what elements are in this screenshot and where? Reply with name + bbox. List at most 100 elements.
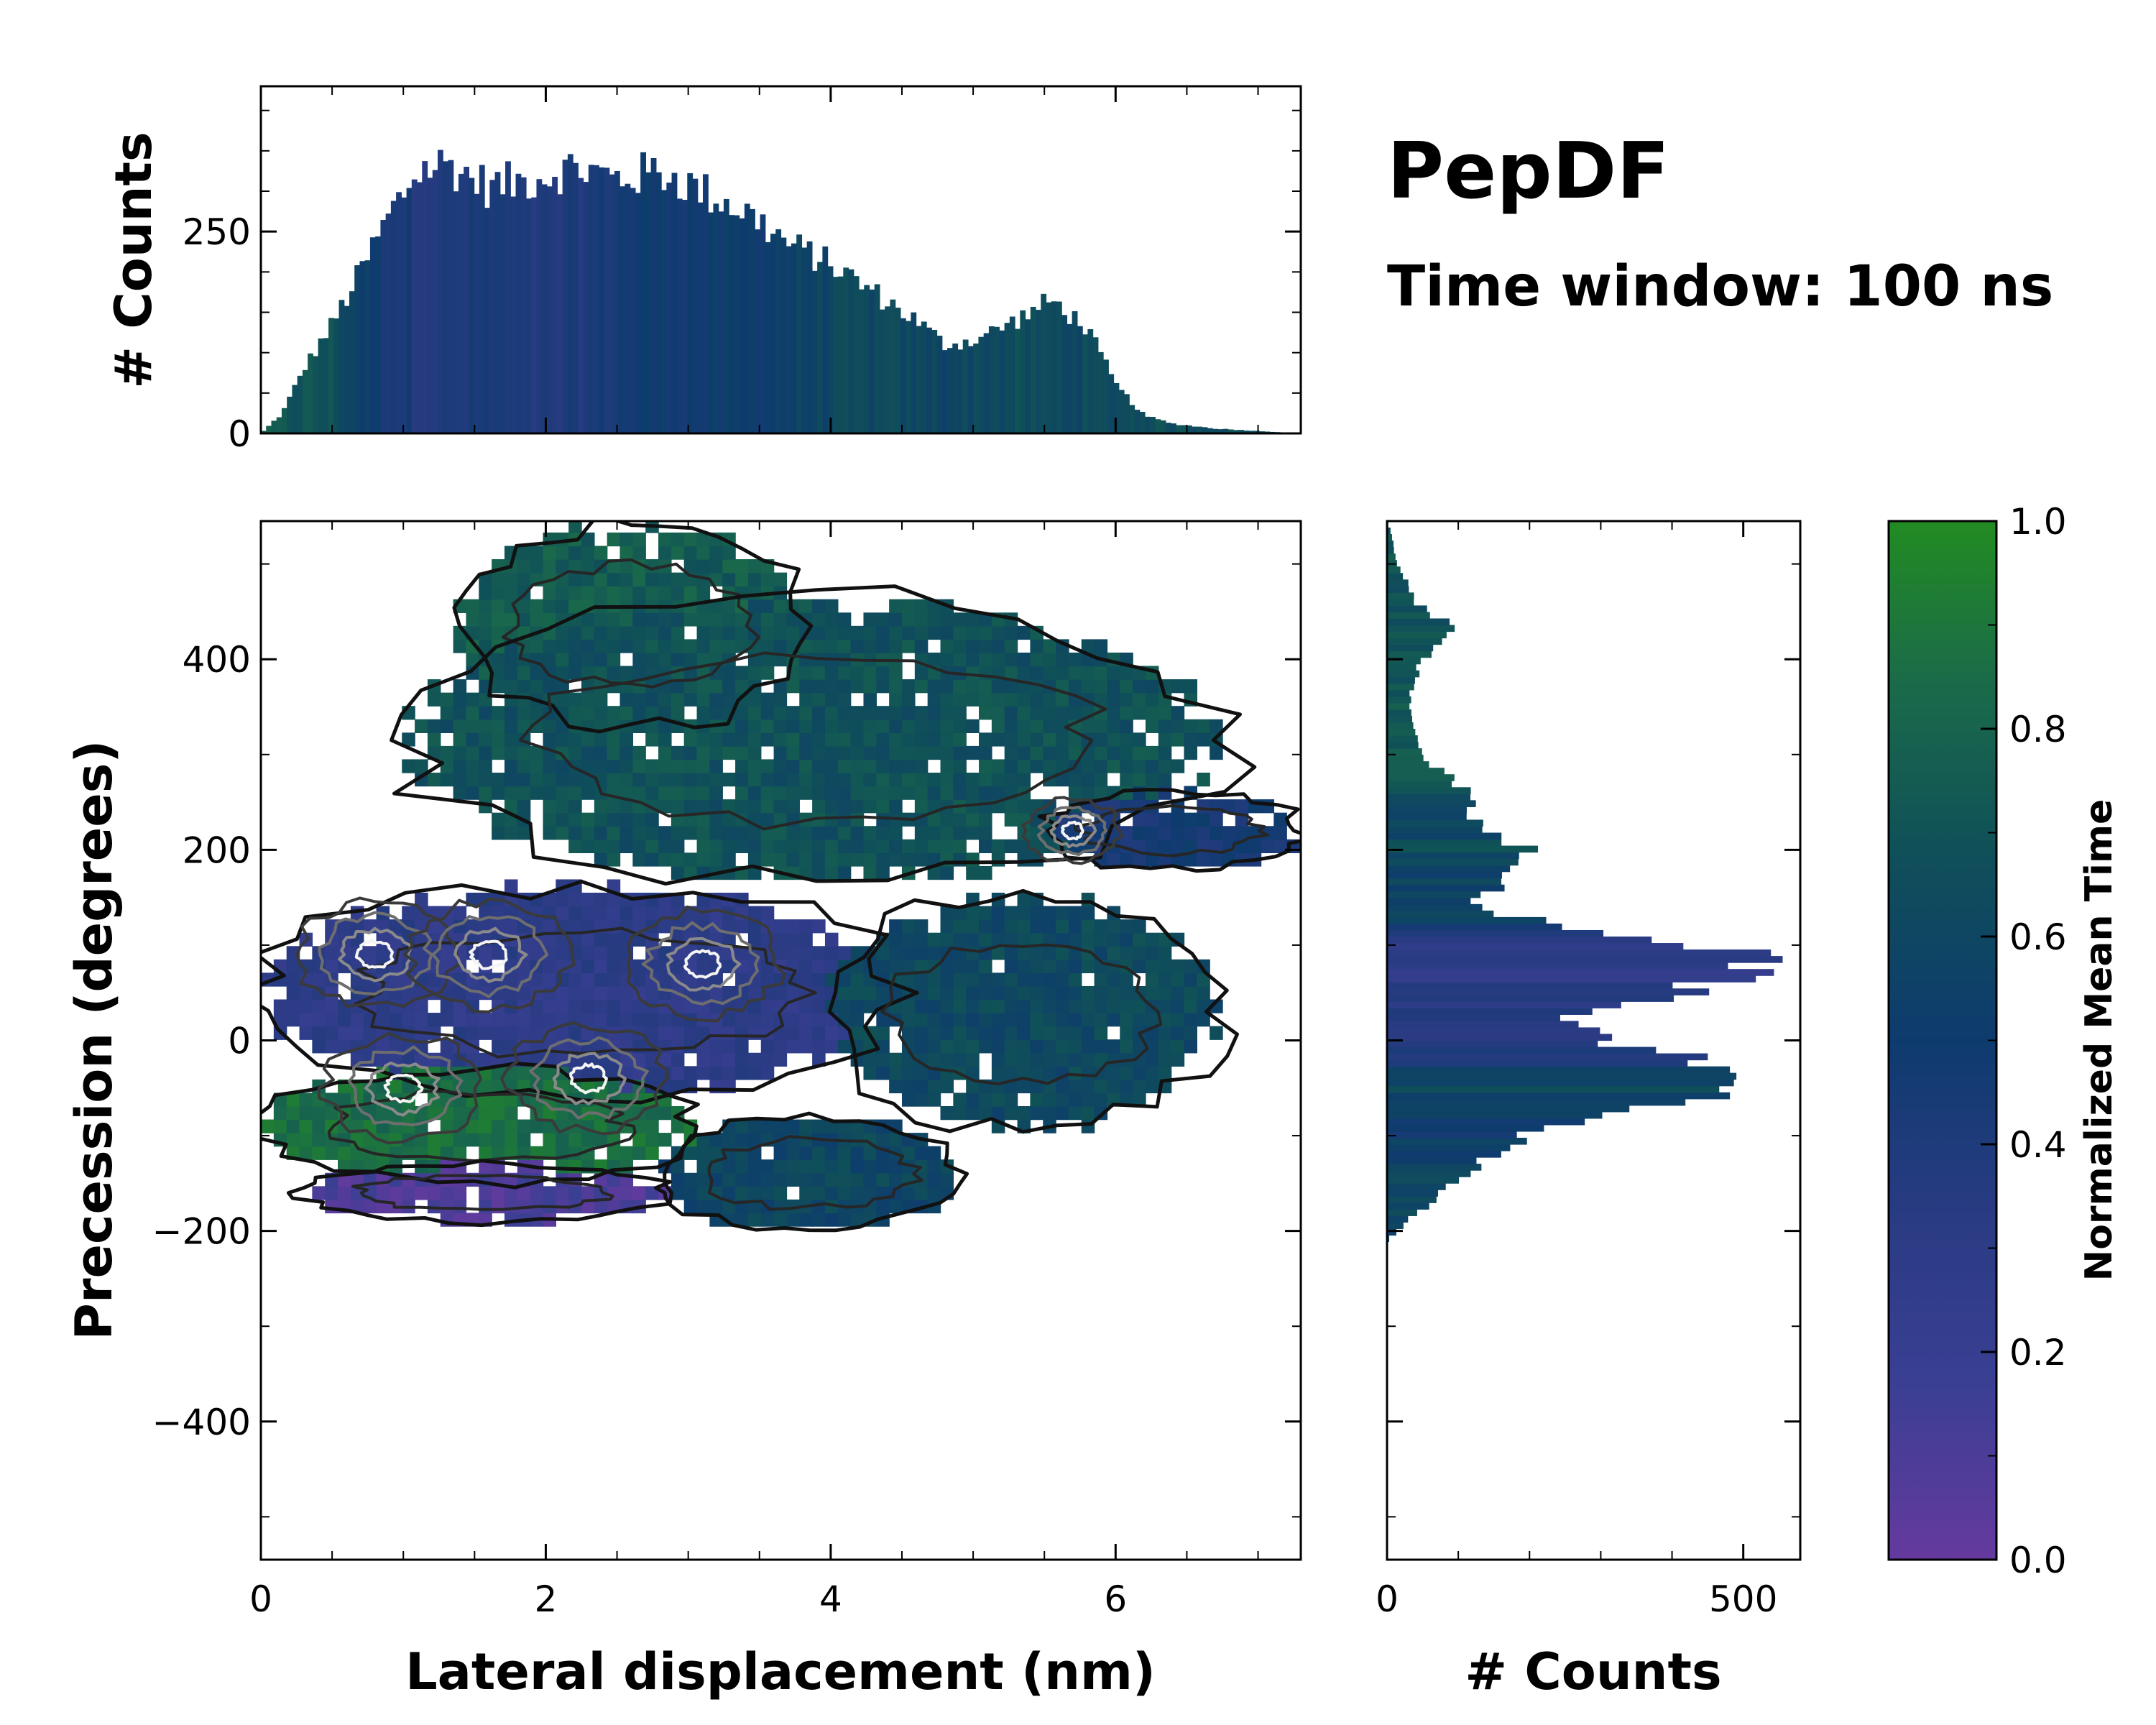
joint-map-cell <box>658 799 672 814</box>
joint-map-cell <box>427 732 441 747</box>
joint-map-cell <box>683 692 698 707</box>
joint-map-cell <box>1184 826 1197 840</box>
joint-map-cell <box>427 1186 441 1200</box>
joint-map-cell <box>581 652 595 667</box>
joint-map-cell <box>1043 1013 1056 1027</box>
joint-map-cell <box>1030 972 1044 987</box>
joint-map-cell <box>747 1213 762 1227</box>
joint-map-cell <box>1081 786 1095 800</box>
joint-map-cell <box>1043 692 1056 707</box>
joint-map-cell <box>1184 985 1197 1000</box>
joint-map-cell <box>773 772 788 787</box>
joint-map-cell <box>735 625 749 640</box>
joint-map-cell <box>812 1039 826 1054</box>
joint-map-cell <box>927 932 941 947</box>
joint-map-cell <box>568 639 582 653</box>
joint-map-cell <box>683 639 698 653</box>
top-histogram-bar <box>380 219 387 433</box>
joint-map-cell <box>1273 839 1287 854</box>
joint-map-cell <box>517 706 531 720</box>
joint-map-cell <box>1043 799 1056 814</box>
joint-map-cell <box>556 639 569 653</box>
joint-map-cell <box>1081 679 1095 694</box>
joint-map-cell <box>966 812 980 827</box>
joint-map-cell <box>696 532 711 547</box>
joint-map-cell <box>517 679 531 694</box>
joint-map-cell <box>1004 692 1018 707</box>
top-histogram-bar <box>801 247 808 433</box>
joint-map-cell <box>863 1199 877 1214</box>
joint-map-cell <box>696 559 711 574</box>
joint-map-cell <box>696 679 711 694</box>
joint-map-cell <box>453 745 467 760</box>
joint-map-cell <box>914 852 929 867</box>
side-histogram-bar <box>1387 644 1434 652</box>
top-histogram-bar <box>520 177 527 433</box>
joint-map-cell <box>1184 959 1197 974</box>
joint-map-cell <box>850 985 865 1000</box>
joint-map-cell <box>299 999 313 1013</box>
joint-map-cell <box>735 1213 749 1227</box>
joint-map-cell <box>556 786 569 800</box>
joint-map-cell <box>453 759 467 773</box>
top-histogram-bar <box>1202 427 1208 433</box>
joint-map-cell <box>760 639 775 653</box>
joint-map-cell <box>1043 745 1056 760</box>
joint-map-cell <box>543 1186 557 1200</box>
side-histogram-bar <box>1387 969 1774 976</box>
joint-map-cell <box>760 1013 775 1027</box>
top-histogram-bar <box>1097 351 1104 433</box>
joint-map-cell <box>1158 1066 1172 1080</box>
joint-map-cell <box>1120 919 1133 934</box>
joint-map-cell <box>1081 1092 1095 1107</box>
joint-map-cell <box>747 932 762 947</box>
joint-map-cell <box>453 1199 467 1214</box>
joint-map-cell <box>722 1133 736 1147</box>
joint-map-cell <box>1056 999 1069 1013</box>
joint-map-cell <box>645 826 659 840</box>
joint-map-cell <box>1068 1039 1082 1054</box>
joint-map-cell <box>440 1039 454 1054</box>
joint-map-cell <box>889 679 903 694</box>
top-histogram-bar <box>525 198 532 433</box>
top-histogram-bar <box>557 194 563 433</box>
joint-map-cell <box>850 679 865 694</box>
joint-map-cell <box>863 799 877 814</box>
joint-map-cell <box>312 1039 326 1054</box>
joint-map-cell <box>338 1026 351 1040</box>
joint-map-cell <box>1081 1105 1095 1121</box>
joint-map-cell <box>683 1026 698 1040</box>
joint-map-cell <box>953 786 967 800</box>
joint-map-cell <box>312 985 326 1000</box>
joint-map-cell <box>1017 1066 1031 1080</box>
side-histogram-bar <box>1387 638 1442 645</box>
joint-map-cell <box>940 826 954 840</box>
joint-map-cell <box>940 732 954 747</box>
top-histogram-bar <box>417 182 423 433</box>
joint-map-cell <box>812 612 826 627</box>
top-histogram-bar <box>1217 429 1224 433</box>
top-histogram-bar <box>1212 428 1218 433</box>
joint-map-cell <box>299 1133 313 1147</box>
joint-map-cell <box>671 852 685 867</box>
joint-map-cell <box>1133 826 1146 840</box>
joint-map-cell <box>492 679 505 694</box>
joint-map-cell <box>722 1186 736 1200</box>
joint-map-cell <box>709 852 723 867</box>
joint-map-cell <box>966 1092 980 1107</box>
joint-map-cell <box>479 1026 492 1040</box>
joint-map-cell <box>1004 706 1018 720</box>
joint-map-cell <box>363 1105 377 1121</box>
joint-map-cell <box>1184 679 1197 694</box>
joint-map-cell <box>786 985 800 1000</box>
joint-map-cell <box>504 946 518 960</box>
joint-map-cell <box>901 719 916 734</box>
joint-map-cell <box>619 826 634 840</box>
joint-map-cell <box>543 999 557 1013</box>
top-histogram-bar <box>1108 374 1115 433</box>
joint-map-cell <box>901 1013 916 1027</box>
joint-map-cell <box>543 719 557 734</box>
joint-map-cell <box>735 719 749 734</box>
joint-map-cell <box>850 666 865 680</box>
joint-map-cell <box>543 786 557 800</box>
